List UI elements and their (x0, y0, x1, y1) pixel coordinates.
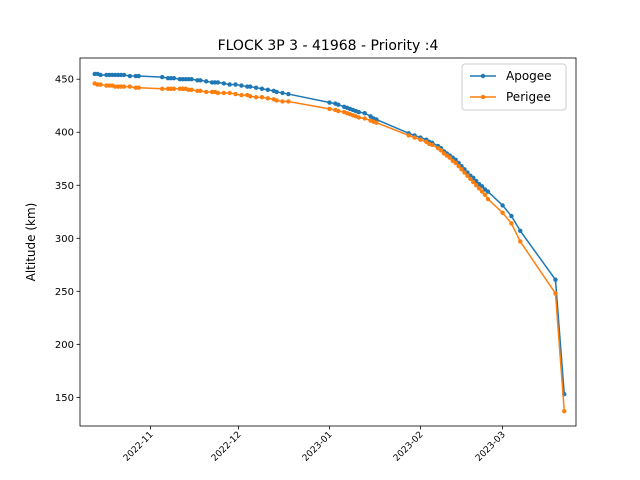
apogee-data-point (127, 73, 133, 79)
perigee-data-point (253, 95, 259, 100)
perigee-data-point (336, 108, 341, 114)
perigee-data-point (265, 96, 271, 101)
perigee-data-point (159, 86, 165, 91)
perigee-data-point (509, 221, 514, 226)
y-tick-label: 300 (55, 234, 74, 245)
apogee-data-point (189, 77, 194, 82)
apogee-data-point (198, 78, 203, 83)
y-tick-label: 450 (55, 75, 74, 86)
apogee-data-point (518, 228, 523, 234)
apogee-data-point (265, 87, 271, 93)
perigee-data-point (476, 186, 482, 191)
perigee-data-point (406, 133, 411, 138)
legend-apogee-marker (480, 73, 486, 79)
perigee-data-point (562, 408, 567, 414)
perigee-data-point (356, 115, 362, 120)
perigee-data-point (462, 170, 467, 175)
y-tick-label: 200 (55, 340, 74, 351)
legend: Apogee Perigee (461, 63, 567, 111)
y-tick-label: 150 (55, 393, 74, 404)
perigee-data-point (327, 106, 332, 112)
perigee-data-point (362, 116, 367, 121)
apogee-data-point (485, 189, 491, 194)
apogee-data-point (259, 86, 265, 91)
apogee-data-point (336, 102, 341, 107)
perigee-data-point (374, 120, 379, 125)
apogee-data-point (362, 110, 367, 116)
apogee-data-point (221, 81, 227, 86)
legend-perigee-label: Perigee (506, 90, 551, 104)
apogee-data-point (553, 277, 558, 282)
perigee-data-point (98, 82, 103, 87)
perigee-data-point (468, 176, 473, 182)
apogee-data-point (98, 72, 103, 78)
plot-frame (79, 57, 577, 427)
perigee-data-point (479, 189, 485, 194)
y-tick-label: 400 (55, 128, 74, 139)
apogee-data-point (136, 73, 141, 79)
perigee-data-point (189, 87, 194, 93)
perigee-data-point (553, 291, 558, 296)
chart-title: FLOCK 3P 3 - 41968 - Priority :4 (218, 38, 439, 54)
perigee-data-point (485, 196, 491, 202)
legend-apogee-label: Apogee (506, 69, 552, 83)
apogee-data-point (500, 203, 505, 208)
apogee-data-point (215, 80, 221, 85)
apogee-data-point (248, 84, 253, 89)
perigee-data-point (274, 98, 279, 103)
apogee-data-point (356, 109, 362, 115)
perigee-data-point (438, 148, 444, 153)
plot-area (79, 57, 577, 427)
perigee-data-point (233, 91, 238, 97)
perigee-data-point (471, 179, 476, 185)
legend-perigee-marker (480, 94, 486, 100)
perigee-data-point (459, 167, 464, 172)
apogee-data-point (159, 74, 165, 80)
apogee-data-point (233, 82, 238, 87)
y-tick-label: 250 (55, 287, 74, 298)
perigee-data-point (500, 210, 505, 216)
perigee-data-point (239, 92, 244, 98)
perigee-data-point (280, 99, 285, 104)
perigee-data-point (221, 90, 227, 96)
perigee-data-point (259, 95, 265, 100)
apogee-data-point (239, 83, 244, 88)
perigee-data-point (456, 163, 461, 169)
apogee-data-point (286, 91, 291, 97)
apogee-data-point (327, 100, 332, 105)
perigee-data-point (286, 99, 291, 104)
perigee-data-point (482, 192, 488, 198)
perigee-data-point (204, 89, 209, 95)
perigee-data-point (418, 137, 423, 142)
apogee-data-point (227, 82, 232, 87)
apogee-data-point (171, 75, 177, 81)
perigee-data-point (121, 84, 127, 89)
apogee-data-point (280, 90, 285, 96)
perigee-data-point (453, 160, 458, 166)
perigee-data-point (127, 84, 133, 89)
apogee-data-point (509, 213, 514, 219)
perigee-data-point (474, 183, 479, 188)
y-tick-label: 350 (55, 181, 74, 192)
apogee-data-point (274, 89, 279, 95)
perigee-data-point (215, 90, 221, 96)
perigee-data-point (412, 135, 417, 140)
y-axis-label: Altitude (km) (24, 203, 38, 282)
perigee-data-point (248, 93, 253, 99)
perigee-data-point (429, 142, 435, 148)
perigee-data-point (171, 86, 177, 91)
perigee-data-point (518, 239, 523, 244)
y-axis: 150 200 250 300 350 400 450 (55, 75, 80, 404)
apogee-data-point (204, 79, 209, 84)
perigee-data-point (447, 155, 452, 160)
perigee-data-point (227, 90, 232, 96)
apogee-data-point (121, 72, 127, 78)
perigee-data-point (465, 173, 470, 178)
perigee-data-point (136, 85, 141, 90)
apogee-data-point (253, 85, 259, 90)
perigee-data-point (198, 88, 203, 94)
